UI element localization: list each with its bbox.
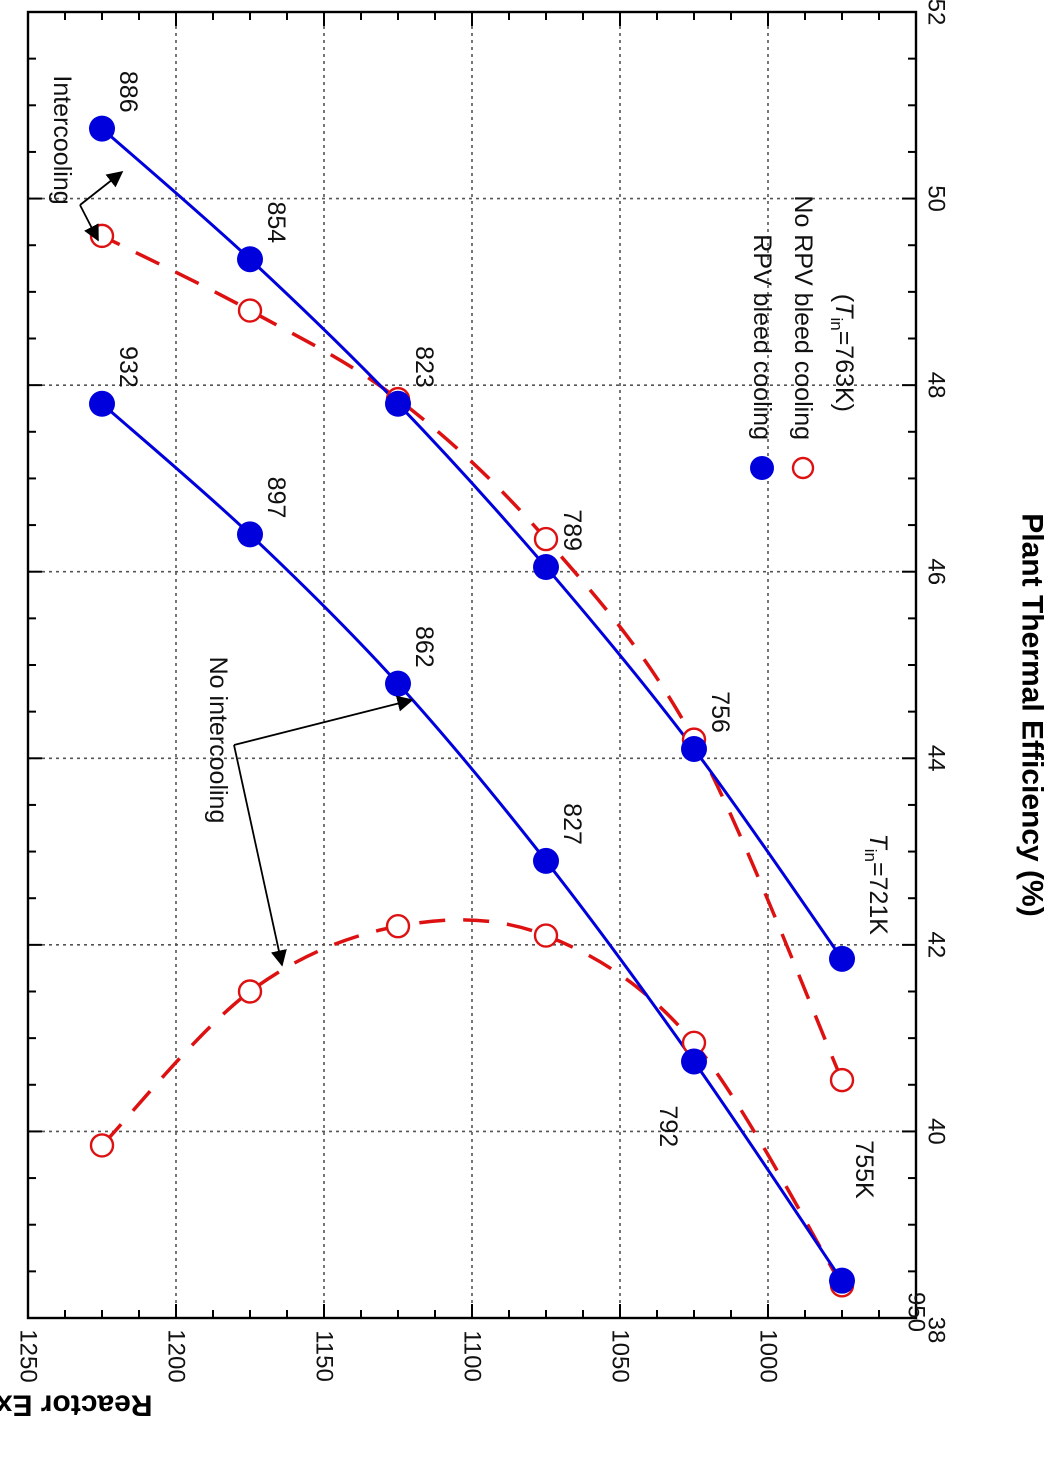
data-point-open [89,223,115,249]
data-point-open [533,526,559,552]
point-label: 756 [706,691,734,733]
data-point-filled [385,670,411,697]
x-tick-label: 44 [923,745,950,772]
data-point-filled [829,1267,855,1294]
data-point-filled [533,847,559,874]
data-point-filled [385,390,411,417]
no-intercooling-arrow [233,744,287,967]
data-point-open [533,923,559,948]
data-point-filled [829,945,855,972]
legend-label-rpv: RPV bleed cooling [748,234,776,440]
point-label: 823 [410,346,438,388]
point-label: 886 [114,71,142,113]
data-point-filled [89,390,115,417]
data-point-filled [681,1048,707,1075]
x-tick-label: 38 [923,1317,950,1344]
point-label: 827 [558,803,586,845]
x-tick-label: 52 [923,0,950,25]
data-point-open [237,979,263,1004]
legend-label-norpv: No RPV bleed cooling [789,195,817,440]
x-tick-label: 46 [923,558,950,585]
tin-annotation: Tin=721K [862,833,893,935]
x-tick-label: 40 [923,1118,950,1145]
y-tick-label: 1050 [607,1329,634,1382]
data-point-filled [237,521,263,548]
x-tick-label: 50 [923,185,950,212]
data-point-open [385,914,411,939]
label-layer: 38 40 42 44 46 48 50 52 950 1000 1050 1100 1150 1200 1… [0,0,1049,1422]
point-label: 854 [262,201,290,243]
intercooling-arrow [79,204,99,242]
legend-marker-norpv [791,456,815,480]
plot-layer [26,10,918,1320]
series-line-solid [101,402,844,1282]
y-tick-label: 1200 [163,1329,190,1382]
intercooling-annotation: Intercooling [48,75,76,204]
y-axis-title: Reactor Exit (K) [0,1389,153,1422]
point-label: 862 [410,626,438,668]
data-point-filled [237,246,263,273]
point-label: 932 [114,346,142,388]
data-point-open [829,1067,855,1093]
x-tick-label: 48 [923,372,950,399]
intercooling-arrow [79,170,124,206]
data-point-filled [533,554,559,581]
point-label: 792 [654,1105,682,1147]
no-intercooling-arrow [233,695,414,746]
series-line-dashed [100,918,844,1287]
data-point-open [89,1133,115,1158]
y-tick-label: 1250 [15,1329,42,1382]
no-intercooling-annotation: No intercooling [204,657,232,824]
y-tick-label: 1150 [311,1330,338,1382]
y-tick-label: 950 [903,1292,930,1332]
series-line-dashed [101,234,844,1081]
legend-note: (Tin=763K) [828,294,859,412]
point-label: 789 [558,509,586,551]
x-tick-label: 42 [923,932,950,959]
series-line-solid [101,127,844,960]
data-point-open [237,298,263,323]
y-tick-label: 1100 [459,1330,486,1382]
y-tick-label: 1000 [755,1329,782,1382]
legend-marker-rpv [750,456,774,480]
data-point-filled [89,115,115,142]
data-point-filled [681,735,707,762]
x-axis-title: Plant Thermal Efficiency (%) [1016,513,1049,916]
point-label: 755K [850,1140,878,1199]
point-label: 897 [262,477,290,519]
